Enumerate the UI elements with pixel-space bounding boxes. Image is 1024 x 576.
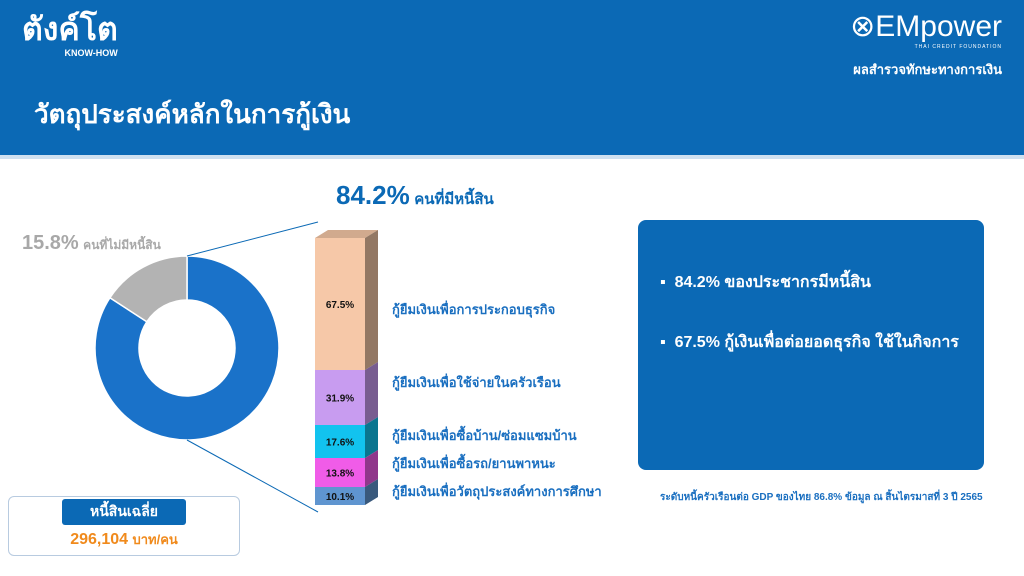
bar-value-label: 10.1% [326, 492, 354, 503]
bullet-2-text: 67.5% กู้เงินเพื่อต่อยอดธุรกิจ ใช้ในกิจก… [674, 334, 959, 351]
logo: ตังค์โต KNOW-HOW [22, 10, 118, 59]
donut-slice [108, 255, 188, 323]
bar-segment-side [365, 230, 378, 370]
bar-segment [315, 370, 365, 425]
avg-debt-box: หนี้สินเฉลี่ย 296,104 บาท/คน [8, 496, 240, 556]
bar-segment [315, 458, 365, 487]
bar-segment-side [365, 417, 378, 458]
bar-value-label: 17.6% [326, 438, 354, 449]
footnote: ระดับหนี้ครัวเรือนต่อ GDP ของไทย 86.8% ข… [660, 492, 983, 503]
logo-sub: KNOW-HOW [64, 48, 118, 58]
bar-category-label: กู้ยืมเงินเพื่อวัตถุประสงค์ทางการศึกษา [392, 484, 602, 499]
summary-box: ▪ 84.2% ของประชากรมีหนี้สิน ▪ 67.5% กู้เ… [638, 220, 984, 470]
avg-debt-value: 296,104 บาท/คน [9, 529, 239, 550]
avg-debt-unit: บาท/คน [132, 532, 178, 547]
debt-pct: 84.2% [336, 180, 410, 210]
logo-text: ตังค์โต [22, 11, 118, 47]
no-debt-label: 15.8% คนที่ไม่มีหนี้สิน [22, 232, 161, 255]
bar-category-label: กู้ยืมเงินเพื่อซื้อรถ/ยานพาหนะ [392, 456, 556, 471]
bar-category-label: กู้ยืมเงินเพื่อซื้อบ้าน/ซ่อมแซมบ้าน [392, 428, 577, 443]
brand-sub: THAI CREDIT FOUNDATION [914, 44, 1002, 50]
bar-segment-side [365, 362, 378, 425]
bar-segment-side [365, 479, 378, 505]
brand: EMpower [875, 10, 1002, 43]
no-debt-text: คนที่ไม่มีหนี้สิน [83, 238, 161, 252]
bullet-1-text: 84.2% ของประชากรมีหนี้สิน [674, 274, 871, 291]
page-title: วัตถุประสงค์หลักในการกู้เงิน [34, 99, 351, 129]
bullet-1: ▪ 84.2% ของประชากรมีหนี้สิน [660, 274, 871, 291]
donut-slice [94, 255, 280, 441]
avg-debt-label: หนี้สินเฉลี่ย [62, 499, 186, 525]
bar-segment-side [365, 450, 378, 487]
bar-segment [315, 425, 365, 458]
connector-line [186, 221, 319, 257]
bar-value-label: 13.8% [326, 469, 354, 480]
connector-line [186, 439, 319, 513]
avg-debt-number: 296,104 [70, 531, 129, 548]
debt-label: 84.2% คนที่มีหนี้สิน [336, 180, 494, 211]
bullet-2: ▪ 67.5% กู้เงินเพื่อต่อยอดธุรกิจ ใช้ในกิ… [660, 334, 959, 351]
bar-segment [315, 487, 365, 505]
bar-top-face [315, 230, 378, 238]
bar-category-label: กู้ยืมเงินเพื่อการประกอบธุรกิจ [392, 302, 556, 317]
bar-segment [315, 238, 365, 370]
no-debt-pct: 15.8% [22, 232, 79, 254]
bar-value-label: 31.9% [326, 394, 354, 405]
bar-value-label: 67.5% [326, 300, 354, 311]
header: ตังค์โต KNOW-HOW ⊗EMpower THAI CREDIT FOUN… [0, 0, 1024, 159]
bar-category-label: กู้ยืมเงินเพื่อใช้จ่ายในครัวเรือน [392, 375, 561, 390]
debt-text: คนที่มีหนี้สิน [414, 191, 494, 208]
survey-label: ผลสำรวจทักษะทางการเงิน [853, 62, 1002, 77]
empower-logo: ⊗EMpower THAI CREDIT FOUNDATION [850, 10, 1002, 50]
